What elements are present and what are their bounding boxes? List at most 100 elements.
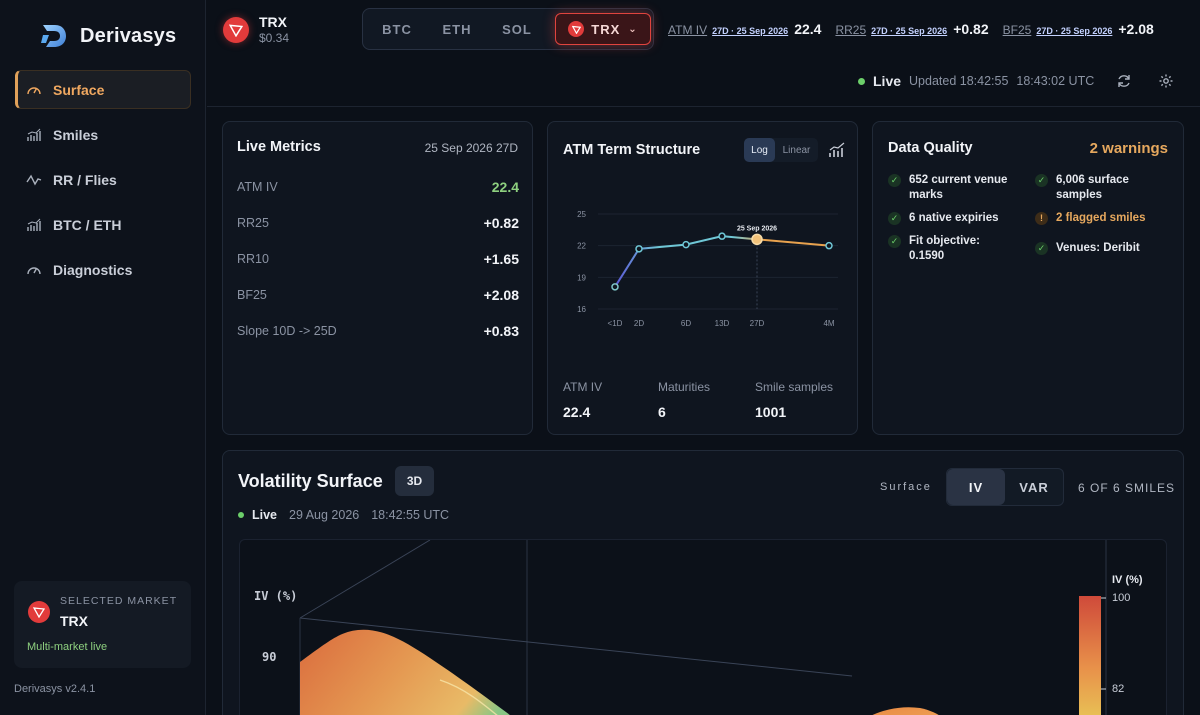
surface-time: 18:42:55 UTC	[371, 508, 450, 522]
ticker-expiry: 27D · 25 Sep 2026	[1036, 26, 1113, 36]
quality-item-warning[interactable]: ! 2 flagged smiles	[1035, 211, 1175, 226]
quality-item: ✓ Fit objective: 0.1590	[888, 234, 1008, 264]
x-tick-label: 6D	[681, 319, 691, 328]
y-tick-label: 25	[577, 210, 586, 219]
selected-market-name: TRX	[60, 613, 88, 629]
series-line	[614, 235, 830, 288]
metric-row: RR25 +0.82	[237, 215, 519, 231]
asset-tab-eth[interactable]: ETH	[442, 21, 472, 37]
surface-mode-toggle: IV VAR	[946, 468, 1064, 506]
line-chart-icon	[25, 171, 43, 189]
x-tick-label: 4M	[823, 319, 834, 328]
trx-coin-icon	[223, 16, 249, 43]
check-icon: ✓	[888, 174, 901, 187]
check-icon: ✓	[888, 235, 901, 248]
card-title: Live Metrics	[237, 139, 321, 155]
sidebar-item-label: Diagnostics	[53, 261, 133, 278]
asset-price: $0.34	[259, 31, 290, 45]
metric-value: +0.83	[483, 323, 519, 339]
surface-plot-canvas: IV (%) 90 IV (%) 100 82	[254, 540, 1143, 715]
brand[interactable]: Derivasys	[40, 20, 176, 52]
term-stat-value: 22.4	[563, 404, 591, 420]
data-point	[682, 240, 690, 249]
sidebar-item-rr-flies[interactable]: RR / Flies	[15, 160, 191, 199]
asset-tab-trx[interactable]: TRX ⌄	[555, 13, 651, 45]
surface-mode-label: Surface	[880, 481, 932, 493]
refresh-icon	[1118, 75, 1130, 87]
metric-label: RR25	[237, 216, 269, 230]
metric-label: BF25	[237, 288, 267, 302]
mode-iv-button[interactable]: IV	[947, 469, 1005, 505]
metric-row: RR10 +1.65	[237, 251, 519, 267]
chevron-down-icon: ⌄	[628, 23, 638, 35]
quality-item: ✓ Venues: Deribit	[1035, 241, 1175, 256]
selected-market-label: SELECTED MARKET	[60, 595, 178, 607]
ticker-bf25[interactable]: BF25 27D · 25 Sep 2026 +2.08	[1003, 21, 1154, 37]
trx-coin-icon	[28, 601, 50, 623]
smiles-count: 6 OF 6 SMILES	[1078, 481, 1176, 495]
asset-tab-btc[interactable]: BTC	[382, 21, 412, 37]
x-tick-label: 13D	[715, 319, 730, 328]
surface-3d-plot[interactable]: IV (%) 90 IV (%) 100 82	[239, 539, 1167, 715]
metric-row: Slope 10D -> 25D +0.83	[237, 323, 519, 339]
term-stat-label: ATM IV	[563, 380, 603, 394]
live-label: Live	[252, 508, 278, 522]
y-tick-label: 22	[577, 242, 586, 251]
asset-ticker: TRX	[259, 14, 287, 30]
surface-live-status: Live 29 Aug 2026 18:42:55 UTC	[238, 508, 461, 522]
live-status: Live Updated 18:42:55 18:43:02 UTC	[820, 70, 1200, 92]
ticker-value: 22.4	[794, 21, 822, 37]
surface-highlight	[439, 679, 498, 715]
asset-tab-sol[interactable]: SOL	[502, 21, 532, 37]
updated-time: Updated 18:42:55	[909, 74, 1009, 88]
ticker-expiry: 27D · 25 Sep 2026	[871, 26, 948, 36]
sidebar-item-smiles[interactable]: Smiles	[15, 115, 191, 154]
mode-var-button[interactable]: VAR	[1019, 479, 1049, 495]
card-title: Volatility Surface	[238, 471, 383, 491]
metric-value: +1.65	[483, 251, 519, 267]
ticker-atm-iv[interactable]: ATM IV 27D · 25 Sep 2026 22.4	[668, 21, 821, 37]
term-stat-atm-iv: ATM IV 22.4	[563, 380, 602, 420]
x-tick-label: <1D	[608, 319, 623, 328]
y-tick-label: 16	[577, 305, 586, 314]
data-point	[751, 233, 763, 246]
y-tick-label: 19	[577, 273, 586, 282]
sidebar-nav: Surface Smiles RR / Flies BTC / ETH Diag…	[15, 70, 191, 295]
quality-item-text: 6 native expiries	[909, 212, 999, 224]
bar-chart-icon	[25, 216, 43, 234]
chart-type-icon[interactable]	[828, 141, 846, 159]
selected-market-card[interactable]: SELECTED MARKET TRX Multi-market live	[14, 581, 191, 668]
ticker-rr25[interactable]: RR25 27D · 25 Sep 2026 +0.82	[835, 21, 988, 37]
surface-axis-tick: 90	[262, 650, 276, 664]
scale-linear-button[interactable]: Linear	[782, 144, 811, 156]
gear-icon	[1159, 74, 1173, 88]
term-structure-chart: 16 19 22 25 <1D 2D 6D 13D 27D 4M 25 Sep 2026	[577, 210, 838, 328]
metric-value: +0.82	[483, 215, 519, 231]
header: TRX $0.34 BTC ETH SOL TRX ⌄ ATM IV 27D ·…	[207, 0, 1200, 107]
term-stat-smile-samples: Smile samples 1001	[755, 380, 833, 420]
atm-term-structure-card: ATM Term Structure Log Linear 16 19 22 25 <1…	[547, 121, 858, 435]
data-point	[718, 232, 726, 240]
quality-item-text: Venues: Deribit	[1056, 242, 1140, 254]
ticker-expiry: 27D · 25 Sep 2026	[712, 26, 789, 36]
scale-log-button[interactable]: Log	[744, 138, 775, 162]
sidebar-item-diagnostics[interactable]: Diagnostics	[15, 250, 191, 289]
settings-button[interactable]	[1157, 72, 1175, 90]
metric-value: +2.08	[483, 287, 519, 303]
sidebar-item-btc-eth[interactable]: BTC / ETH	[15, 205, 191, 244]
ticker-value: +2.08	[1118, 21, 1154, 37]
surface-mesh-right	[872, 707, 939, 715]
sidebar-item-surface[interactable]: Surface	[15, 70, 191, 109]
asset-switcher: BTC ETH SOL TRX ⌄	[362, 8, 654, 50]
refresh-button[interactable]	[1115, 72, 1133, 90]
view-3d-badge[interactable]: 3D	[395, 466, 434, 496]
metric-label: ATM IV	[237, 180, 278, 194]
quality-item-text: 2 flagged smiles	[1056, 212, 1146, 224]
sidebar-item-label: RR / Flies	[53, 171, 117, 188]
brand-name: Derivasys	[80, 24, 177, 47]
trx-coin-icon	[568, 21, 585, 37]
live-indicator	[858, 77, 865, 85]
quality-item: ✓ 6,006 surface samples	[1035, 173, 1175, 203]
asset-tab-label: TRX	[591, 21, 621, 37]
warnings-count[interactable]: 2 warnings	[1089, 140, 1168, 157]
